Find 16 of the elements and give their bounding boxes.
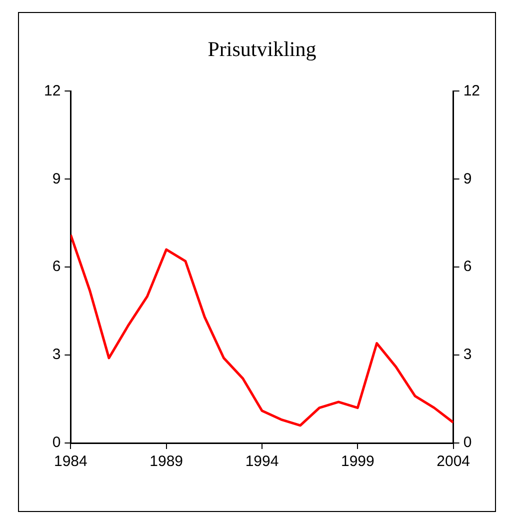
x-tick-label: 1994 <box>245 453 279 470</box>
y2-tick-label: 3 <box>463 346 472 364</box>
y-tick-label: 12 <box>44 82 61 100</box>
chart-title: Prisutvikling <box>208 37 317 62</box>
y2-tick-label: 12 <box>463 82 480 100</box>
y-tick-label: 3 <box>52 346 61 364</box>
x-tick-label: 1999 <box>340 453 374 470</box>
y2-tick-label: 9 <box>463 170 472 188</box>
y2-tick-label: 0 <box>463 434 472 452</box>
y2-tick-label: 6 <box>463 258 472 276</box>
x-tick-label: 1984 <box>54 453 88 470</box>
x-tick-label: 1989 <box>150 453 184 470</box>
x-tick-label: 2004 <box>436 453 470 470</box>
y-tick-label: 6 <box>52 258 61 276</box>
y-tick-label: 9 <box>52 170 61 188</box>
y-tick-label: 0 <box>52 434 61 452</box>
